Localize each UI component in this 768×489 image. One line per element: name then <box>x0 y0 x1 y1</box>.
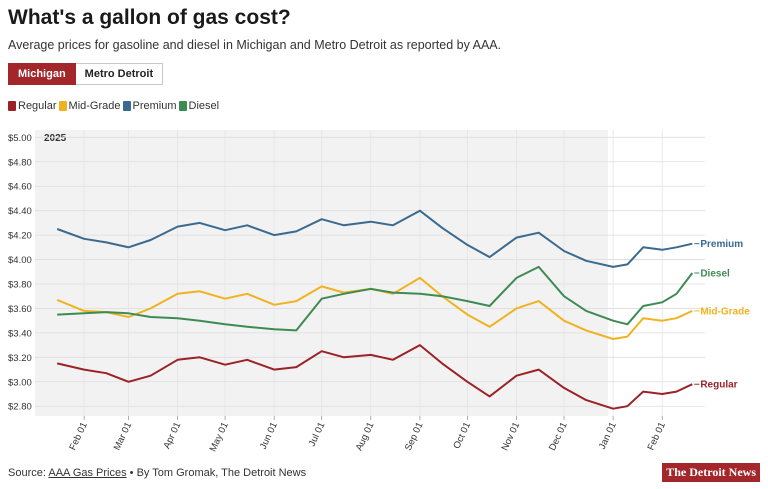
series-line-regular <box>56 344 693 410</box>
legend-label-diesel: Diesel <box>188 100 220 112</box>
source-prefix: Source: <box>8 467 49 479</box>
x-tick-label: Jun 01 <box>258 421 280 452</box>
y-tick-label: $5.00 <box>8 133 32 144</box>
page-subtitle: Average prices for gasoline and diesel i… <box>8 38 502 52</box>
x-tick-label: Nov 01 <box>500 421 523 453</box>
x-tick-label: Sep 01 <box>403 421 426 453</box>
y-tick-label: $4.80 <box>8 157 32 168</box>
y-tick-label: $4.40 <box>8 206 32 217</box>
source-link[interactable]: AAA Gas Prices <box>48 467 127 479</box>
end-label-diesel: Diesel <box>700 269 730 280</box>
legend-label-regular: Regular <box>18 100 57 112</box>
region-tabs: Michigan Metro Detroit <box>8 63 164 85</box>
end-label-midgrade: Mid-Grade <box>700 306 750 317</box>
byline: • By Tom Gromak, The Detroit News <box>126 467 307 479</box>
legend-label-midgrade: Mid-Grade <box>68 100 121 112</box>
legend-item-regular[interactable]: Regular <box>8 100 57 112</box>
x-tick-label: Oct 01 <box>451 421 473 451</box>
x-tick-label: May 01 <box>208 421 231 454</box>
x-tick-label: Jan 01 <box>597 421 619 452</box>
y-tick-label: $3.80 <box>8 280 32 291</box>
x-tick-label: Feb 01 <box>67 421 89 452</box>
x-tick-label: Apr 01 <box>161 421 183 451</box>
legend-item-midgrade[interactable]: Mid-Grade <box>58 100 121 112</box>
tab-michigan[interactable]: Michigan <box>8 63 76 85</box>
page-title: What's a gallon of gas cost? <box>8 6 291 29</box>
y-tick-label: $3.40 <box>8 328 32 339</box>
x-tick-label: Feb 01 <box>645 421 667 452</box>
y-tick-label: $4.20 <box>8 231 32 242</box>
legend-label-premium: Premium <box>132 100 177 112</box>
legend-item-premium[interactable]: Premium <box>122 100 177 112</box>
x-tick-label: Dec 01 <box>547 421 570 453</box>
legend-swatch-midgrade <box>58 101 67 111</box>
year-2026-area <box>608 130 705 416</box>
detroit-news-logo: The Detroit News <box>662 463 760 482</box>
x-tick-label: Jul 01 <box>307 421 328 449</box>
tab-metro-detroit[interactable]: Metro Detroit <box>75 63 164 85</box>
x-tick-label: Aug 01 <box>354 421 377 453</box>
chart-legend: Regular Mid-Grade Premium Diesel <box>8 100 221 112</box>
y-tick-label: $3.00 <box>8 377 32 388</box>
y-tick-label: $3.60 <box>8 304 32 315</box>
legend-item-diesel[interactable]: Diesel <box>178 100 220 112</box>
legend-swatch-premium <box>122 101 131 111</box>
series-line-diesel <box>57 265 694 332</box>
x-tick-label: Mar 01 <box>112 421 134 452</box>
chart-footer: Source: AAA Gas Prices • By Tom Gromak, … <box>8 467 306 479</box>
price-line-chart: 2025 $5.00 $4.80 $4.60 $4.40 $4.20 $4.00 $3.80 $… <box>8 130 750 454</box>
end-label-premium: Premium <box>700 239 743 250</box>
series-line-premium <box>56 209 693 268</box>
end-label-regular: Regular <box>700 380 737 391</box>
legend-swatch-diesel <box>178 101 187 111</box>
y-tick-label: $4.60 <box>8 182 32 193</box>
series-line-midgrade <box>56 276 693 340</box>
y-tick-label: $2.80 <box>8 402 32 413</box>
legend-swatch-regular <box>8 101 16 111</box>
y-tick-label: $3.20 <box>8 353 32 364</box>
year-label: 2025 <box>44 133 67 144</box>
y-tick-label: $4.00 <box>8 255 32 266</box>
